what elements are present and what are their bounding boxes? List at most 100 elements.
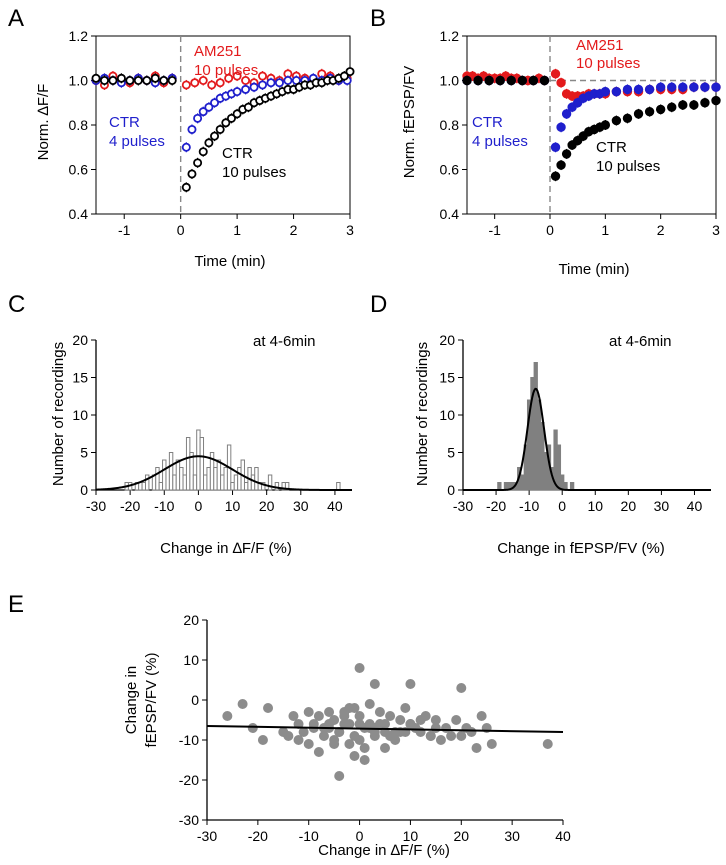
panel-e-data-point: [451, 715, 462, 725]
panel-e-data-point: [334, 771, 345, 781]
panel-b-axes: 0.4 0.6 0.8 1.0 1.2 -1 0 1 2 3: [440, 28, 721, 238]
panel-d-xtick-label: 30: [654, 498, 670, 514]
panel-e-data-point: [237, 699, 248, 709]
panel-b-data-point: [495, 75, 505, 86]
panel-a-data-point: [150, 73, 160, 83]
panel-e-data-point: [349, 751, 360, 761]
panel-a-data-point: [108, 76, 118, 86]
panel-e-data-point: [471, 743, 482, 753]
panel-e-data-point: [425, 731, 436, 741]
panel-c-histogram-bar: [220, 474, 225, 491]
panel-c-histogram-bar: [203, 474, 208, 491]
panel-c-histogram-bar: [141, 482, 146, 491]
panel-a-data-point: [241, 76, 251, 86]
panel-e-data-point: [354, 663, 365, 673]
panel-e-ytick-label: -10: [179, 732, 199, 748]
panel-e-data-point: [303, 739, 314, 749]
panel-a-data-point: [204, 102, 214, 112]
panel-c-chart: 0 5 10 15 20 -30 -20 -10 0 10 20 30 40 at 4-6min Cha…: [50, 332, 352, 557]
panel-e-data-point: [415, 715, 426, 725]
panel-e-ytick-label: -20: [179, 772, 199, 788]
panel-a-ytick-label: 1.0: [69, 73, 89, 89]
panel-b-data-point: [678, 82, 688, 92]
panel-e-data-point: [456, 683, 467, 693]
panel-c-histogram-bar: [199, 437, 205, 491]
panel-c-histogram-bar: [336, 482, 341, 491]
panel-a-xlabel: Time (min): [194, 253, 265, 270]
panel-c-histogram-bar: [206, 467, 211, 491]
panel-a-data-point: [159, 76, 169, 86]
panel-a-data-point: [210, 131, 220, 141]
panel-c-histogram-bar: [144, 474, 150, 491]
panel-e-data-point: [303, 707, 314, 717]
panel-e-data-point: [263, 703, 274, 713]
panel-b-data-point: [539, 75, 550, 86]
panel-e-ytick-label: 0: [191, 692, 199, 708]
panel-b-data-point: [611, 86, 622, 97]
panel-b-xtick-label: 2: [657, 222, 665, 238]
panel-a-data-point: [232, 71, 242, 81]
panel-c-histogram-bar: [254, 467, 259, 491]
panel-b-label-ctr4-line2: 4 pulses: [472, 133, 528, 150]
panel-e-data-point: [324, 707, 335, 717]
panel-d-gaussian-fit: [463, 387, 711, 491]
panel-b-series-2: [462, 75, 721, 182]
panel-b-data-point: [556, 122, 566, 132]
panel-b-ytick-label: 0.8: [440, 117, 460, 133]
panel-c-xtick-label: 30: [293, 498, 309, 514]
panel-c-histogram-bar: [267, 474, 273, 491]
panel-b-data-point: [600, 120, 611, 130]
panel-c-ylabel: Number of recordings: [50, 342, 67, 486]
panel-a-data-point: [142, 76, 152, 86]
panel-a-data-point: [274, 78, 284, 88]
panel-b-data-point: [528, 75, 539, 86]
panel-e-chart: 20 10 0 -10 -20 -30-30 -20 -10 0 10 20 30 40 Change …: [123, 612, 571, 859]
panel-c-histogram-bar: [216, 459, 222, 491]
panel-e-data-point: [405, 679, 416, 689]
panel-c-xtick-label: -10: [154, 498, 174, 514]
panel-b-ytick-label: 1.0: [440, 73, 460, 89]
panel-e-data-point: [466, 727, 477, 737]
panel-e-data-point: [385, 711, 396, 721]
panel-letter-b: B: [370, 5, 386, 32]
panel-c-marks: [95, 429, 352, 491]
panel-c-ytick-label: 15: [72, 370, 88, 386]
panel-d-axes: 0 5 10 15 20 -30 -20 -10 0 10 20 30 40: [439, 332, 711, 514]
panel-e-data-point: [222, 711, 233, 721]
panel-a-label-ctr4-line2: 4 pulses: [109, 133, 165, 150]
panel-a-xtick-label: 2: [290, 222, 298, 238]
panel-a-data-point: [345, 67, 355, 77]
panel-e-data-point: [395, 715, 406, 725]
panel-e-data-point: [354, 735, 365, 745]
panel-e-xtick-label: 20: [453, 828, 469, 844]
panel-e-data-point: [456, 731, 467, 741]
panel-c-histogram-bar: [162, 459, 167, 491]
panel-c-ytick-label: 10: [72, 407, 88, 423]
panel-a-data-point: [187, 124, 197, 134]
panel-c-histogram-bar: [284, 482, 290, 491]
panel-e-data-point: [283, 731, 294, 741]
panel-a-data-point: [258, 71, 268, 81]
panel-a-data-point: [249, 82, 259, 92]
panel-c-histogram-bar: [185, 437, 191, 491]
panel-b-data-point: [711, 95, 721, 106]
panel-b-data-point: [667, 102, 677, 112]
panel-b-label-ctr10-line1: CTR: [596, 139, 627, 156]
panel-c-histogram-bar: [172, 474, 177, 491]
panel-e-xtick-label: 0: [356, 828, 364, 844]
panel-b-data-point: [700, 82, 710, 92]
panel-a-marks: [91, 36, 355, 214]
panel-a-data-point: [243, 102, 253, 112]
panel-a-data-point: [198, 107, 208, 117]
panel-e-xtick-label: 10: [403, 828, 419, 844]
panel-e-data-point: [324, 719, 335, 729]
panel-a-ytick-label: 0.4: [69, 206, 89, 222]
panel-c-histogram-bar: [274, 482, 280, 491]
panel-e-data-point: [364, 699, 375, 709]
panel-b-ylabel: Norm. fEPSP/FV: [401, 66, 418, 179]
panel-a-data-point: [339, 71, 349, 81]
panel-b-label-ctr10-line2: 10 pulses: [596, 158, 660, 175]
panel-e-data-point: [313, 711, 324, 721]
panel-d-ytick-label: 10: [439, 407, 455, 423]
panel-e-data-point: [344, 703, 355, 713]
